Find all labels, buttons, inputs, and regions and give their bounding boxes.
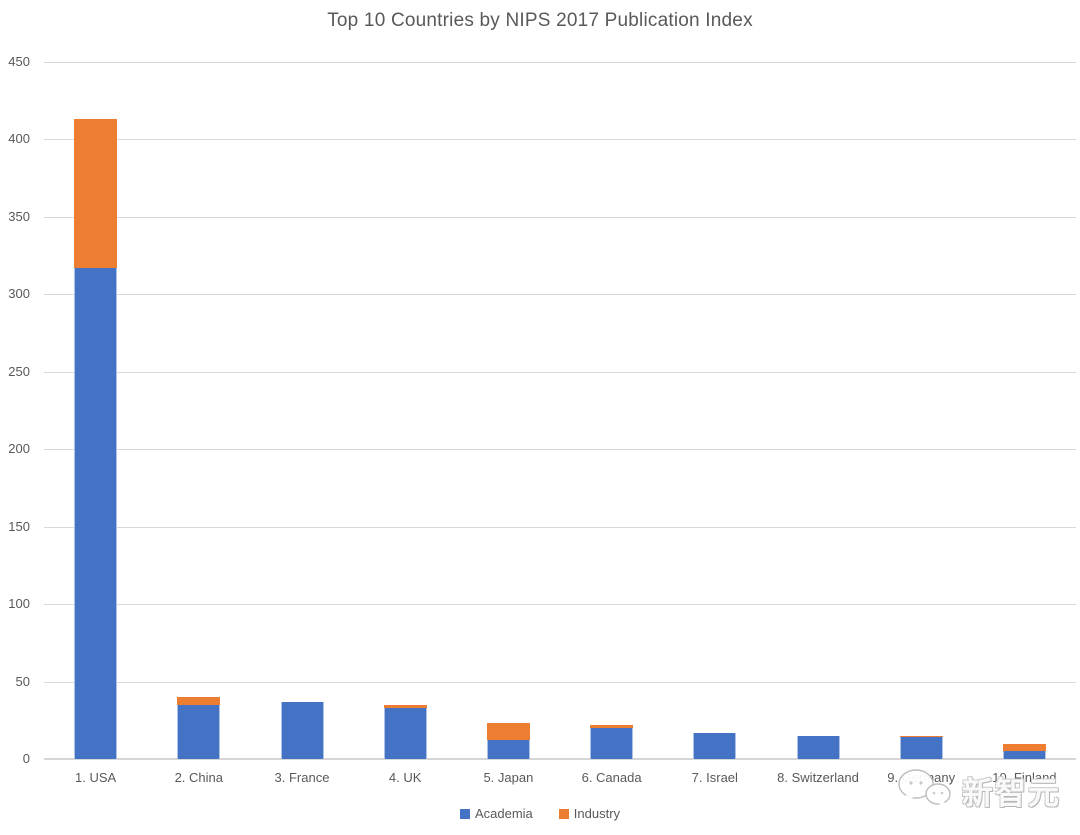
y-tick-label-200: 200: [8, 441, 30, 457]
gridline-100: [44, 604, 1076, 606]
y-tick-label-100: 100: [8, 596, 30, 612]
academia-swatch-icon: [459, 808, 470, 819]
chart-title: Top 10 Countries by NIPS 2017 Publicatio…: [327, 10, 753, 31]
bar-academia-1: [74, 268, 118, 759]
gridline-250: [44, 371, 1076, 373]
gridline-200: [44, 449, 1076, 451]
bar-academia-10: [1002, 751, 1046, 759]
bar-academia-4: [383, 707, 427, 759]
gridline-400: [44, 139, 1076, 141]
x-tick-label-2: 2. China: [174, 770, 223, 785]
x-tick-label-5: 5. Japan: [483, 770, 534, 785]
y-tick-label-300: 300: [8, 286, 30, 302]
bar-industry-2: [177, 697, 221, 705]
bar-industry-6: [590, 724, 634, 729]
x-tick-label-9: 9. Germany: [887, 770, 956, 785]
x-tick-label-3: 3. France: [274, 770, 330, 785]
x-tick-label-4: 4. UK: [388, 770, 422, 785]
bar-academia-5: [486, 740, 530, 759]
bar-academia-8: [796, 735, 840, 759]
x-tick-label-1: 1. USA: [75, 770, 117, 785]
y-tick-label-400: 400: [8, 131, 30, 147]
y-tick-label-150: 150: [8, 518, 30, 534]
y-tick-label-0: 0: [22, 751, 30, 766]
bar-academia-9: [899, 737, 943, 759]
x-tick-label-10: 10. Finland: [992, 770, 1057, 785]
legend-item-academia: Academia: [459, 806, 533, 821]
bar-industry-4: [383, 704, 427, 708]
y-tick-label-450: 450: [8, 54, 30, 69]
gridline-350: [44, 216, 1076, 218]
legend-label-industry: Industry: [573, 806, 621, 821]
y-tick-label-250: 250: [8, 363, 30, 379]
y-tick-label-350: 350: [8, 208, 30, 224]
gridline-150: [44, 526, 1076, 528]
x-tick-label-7: 7. Israel: [691, 770, 738, 785]
bar-industry-9: [899, 735, 943, 738]
bar-academia-6: [590, 728, 634, 759]
gridline-300: [44, 294, 1076, 296]
legend-item-industry: Industry: [558, 806, 621, 821]
bar-industry-5: [486, 723, 530, 741]
bar-industry-10: [1002, 743, 1046, 752]
industry-swatch-icon: [558, 808, 569, 819]
legend-label-academia: Academia: [474, 806, 533, 821]
gridline-450: [44, 62, 1076, 63]
x-tick-label-8: 8. Switzerland: [777, 770, 859, 785]
bar-academia-7: [693, 732, 737, 759]
legend: Academia Industry: [0, 806, 1080, 821]
x-tick-label-6: 6. Canada: [581, 770, 642, 785]
bar-industry-1: [74, 119, 118, 268]
gridline-50: [44, 681, 1076, 683]
y-tick-label-50: 50: [15, 673, 30, 689]
bar-academia-3: [280, 701, 324, 759]
x-axis-line: [44, 758, 1076, 760]
bar-academia-2: [177, 704, 221, 759]
